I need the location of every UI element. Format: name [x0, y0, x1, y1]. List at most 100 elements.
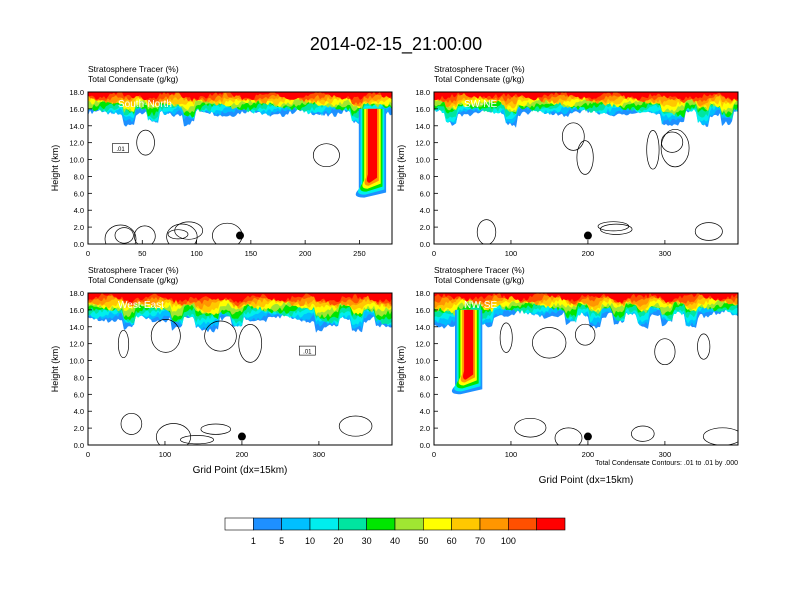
condensate-contour — [150, 319, 181, 353]
x-tick-label: 300 — [313, 450, 326, 459]
y-tick-label: 8.0 — [74, 373, 84, 382]
y-tick-label: 14.0 — [415, 122, 430, 131]
plot-frame — [87, 91, 393, 245]
colorbar-swatch — [536, 517, 566, 531]
condensate-contour — [136, 129, 155, 156]
y-tick-label: 12.0 — [69, 139, 84, 148]
colorbar-label: 20 — [333, 536, 343, 546]
y-tick-label: 2.0 — [74, 223, 84, 232]
y-tick-label: 16.0 — [415, 105, 430, 114]
y-axis-label: Height (km) — [396, 145, 406, 192]
condensate-contour — [631, 425, 655, 442]
condensate-contour — [155, 423, 192, 445]
tracer-band — [88, 92, 392, 105]
condensate-contour — [660, 128, 690, 168]
panel-south-north: South-North Stratosphere Tracer (%)Total … — [50, 64, 393, 258]
y-tick-label: 6.0 — [420, 189, 430, 198]
colorbar-swatch — [394, 517, 424, 531]
plume-layer — [463, 309, 474, 380]
x-tick-label: 250 — [353, 249, 366, 258]
header-line2: Total Condensate (g/kg) — [88, 275, 178, 285]
header-line2: Total Condensate (g/kg) — [434, 74, 524, 84]
y-tick-label: 2.0 — [420, 424, 430, 433]
panel-sw-ne: SW-NE Stratosphere Tracer (%)Total Conden… — [396, 64, 739, 258]
section-label: SW-NE — [464, 99, 497, 110]
condensate-contour — [554, 427, 583, 445]
colorbar-swatch — [281, 517, 311, 531]
contour-label: .01 — [116, 147, 125, 153]
colorbar-label: 5 — [279, 536, 284, 546]
y-tick-label: 16.0 — [69, 306, 84, 315]
condensate-contour — [661, 131, 684, 153]
y-tick-label: 18.0 — [415, 289, 430, 298]
condensate-contour — [499, 322, 513, 353]
condensate-contour — [167, 229, 189, 240]
condensate-contour — [117, 329, 130, 359]
y-tick-label: 6.0 — [74, 390, 84, 399]
plot-area — [434, 293, 738, 445]
condensate-contour — [599, 223, 633, 235]
tracer-band — [434, 293, 738, 304]
x-tick-label: 200 — [582, 450, 595, 459]
condensate-contour — [114, 227, 134, 244]
x-tick-label: 300 — [659, 450, 672, 459]
figure-title: 2014-02-15_21:00:00 — [310, 34, 482, 55]
colorbar-swatch — [309, 517, 339, 531]
plot-background — [434, 92, 738, 244]
colorbar-label: 70 — [475, 536, 485, 546]
y-tick-label: 12.0 — [415, 139, 430, 148]
x-tick-label: 300 — [659, 249, 672, 258]
plot-background — [88, 92, 392, 244]
y-tick-label: 4.0 — [420, 206, 430, 215]
location-marker — [236, 231, 244, 240]
colorbar: 1 5 10 20 30 40 50 60 70 100 — [224, 517, 566, 546]
colorbar-swatch — [479, 517, 509, 531]
colorbar-label: 50 — [418, 536, 428, 546]
colorbar-label: 60 — [447, 536, 457, 546]
condensate-contour — [702, 427, 738, 445]
condensate-contour — [575, 323, 596, 346]
colorbar-swatch — [451, 517, 481, 531]
y-tick-label: 8.0 — [420, 172, 430, 181]
x-tick-label: 0 — [86, 249, 90, 258]
x-tick-label: 100 — [505, 450, 518, 459]
colorbar-label: 1 — [251, 536, 256, 546]
colorbar-swatch — [338, 517, 367, 531]
colorbar-swatch — [423, 517, 452, 531]
colorbar-swatch — [224, 517, 254, 531]
panel-west-east: West-East Stratosphere Tracer (%)Total Co… — [50, 265, 393, 476]
tracer-band — [434, 92, 738, 102]
condensate-contour — [166, 223, 198, 244]
x-tick-label: 200 — [236, 450, 249, 459]
y-tick-label: 0.0 — [420, 441, 430, 450]
y-axis-label: Height (km) — [396, 346, 406, 393]
x-tick-label: 200 — [582, 249, 595, 258]
y-tick-label: 0.0 — [74, 240, 84, 249]
location-marker — [583, 231, 592, 240]
y-axis-label: Height (km) — [50, 145, 60, 192]
colorbar-label: 10 — [305, 536, 315, 546]
location-marker — [583, 432, 592, 441]
condensate-contour — [180, 435, 214, 445]
plot-area — [88, 92, 392, 244]
y-tick-label: 10.0 — [69, 357, 84, 366]
y-tick-label: 14.0 — [69, 323, 84, 332]
colorbar-label: 30 — [362, 536, 372, 546]
x-tick-label: 200 — [299, 249, 312, 258]
tracer-band — [88, 92, 392, 102]
y-tick-label: 12.0 — [415, 340, 430, 349]
header-line1: Stratosphere Tracer (%) — [434, 265, 525, 275]
condensate-contour — [532, 327, 567, 359]
header-line1: Stratosphere Tracer (%) — [88, 64, 179, 74]
x-tick-label: 100 — [505, 249, 518, 258]
y-tick-label: 12.0 — [69, 340, 84, 349]
y-tick-label: 2.0 — [420, 223, 430, 232]
plot-frame — [433, 292, 739, 446]
condensate-contour — [200, 423, 232, 435]
x-tick-label: 150 — [245, 249, 258, 258]
y-tick-label: 10.0 — [415, 156, 430, 165]
condensate-contour — [204, 320, 237, 352]
tracer-band — [88, 293, 392, 305]
